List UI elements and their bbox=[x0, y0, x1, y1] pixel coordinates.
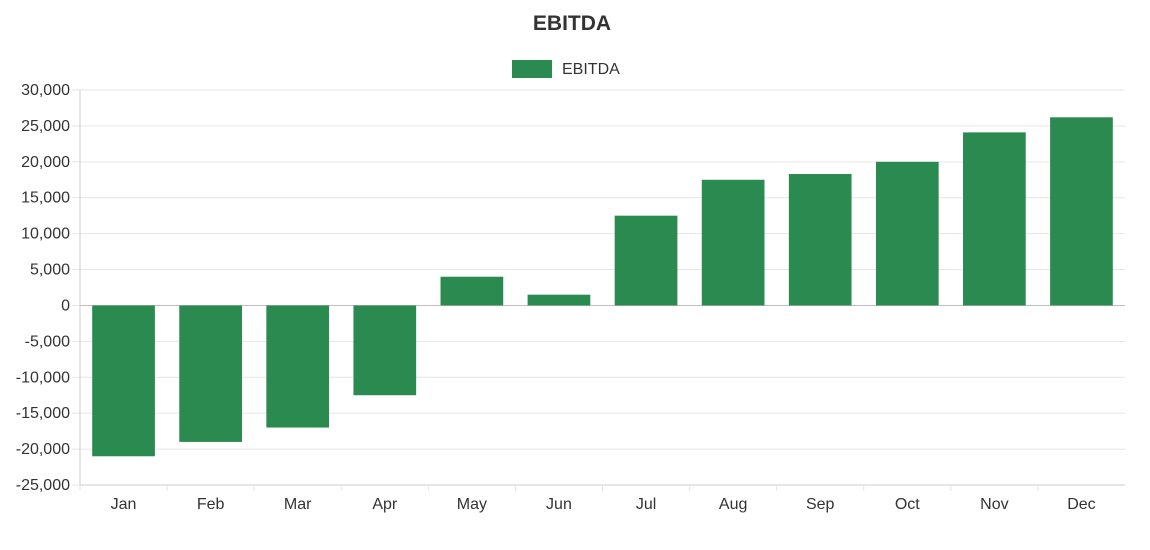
bar-sep[interactable] bbox=[788, 174, 852, 306]
x-tick-label: Sep bbox=[806, 496, 835, 513]
x-tick-label: Apr bbox=[372, 496, 398, 513]
y-tick-label: -10,000 bbox=[16, 369, 70, 386]
y-tick-label: -20,000 bbox=[16, 441, 70, 458]
x-tick-label: Jan bbox=[111, 496, 137, 513]
y-tick-label: -5,000 bbox=[25, 333, 70, 350]
x-axis-ticks: Jan Feb Mar Apr May Jun Jul Aug Sep Oct Nov Dec bbox=[79, 485, 1096, 513]
bar-jun[interactable] bbox=[527, 294, 591, 306]
x-tick-label: Jul bbox=[636, 496, 656, 513]
legend-swatch[interactable] bbox=[512, 60, 552, 78]
bar-aug[interactable] bbox=[701, 179, 765, 306]
bar-dec[interactable] bbox=[1050, 117, 1113, 306]
bars bbox=[92, 117, 1113, 457]
x-tick-label: Nov bbox=[980, 496, 1008, 513]
x-tick-label: Dec bbox=[1067, 496, 1095, 513]
x-tick-label: Oct bbox=[895, 496, 920, 513]
y-axis-ticks: 30,000 25,000 20,000 15,000 10,000 5,000 0 -5,0… bbox=[16, 82, 70, 494]
bar-oct[interactable] bbox=[875, 161, 939, 306]
bar-mar[interactable] bbox=[266, 305, 330, 428]
y-tick-label: -25,000 bbox=[16, 477, 70, 494]
y-tick-label: 0 bbox=[61, 297, 70, 314]
chart-title: EBITDA bbox=[533, 12, 611, 35]
bar-nov[interactable] bbox=[963, 132, 1026, 306]
y-tick-label: 25,000 bbox=[21, 118, 70, 135]
legend[interactable]: EBITDA bbox=[512, 60, 620, 78]
x-tick-label: May bbox=[457, 496, 487, 513]
y-tick-label: 15,000 bbox=[21, 190, 70, 207]
bar-jul[interactable] bbox=[614, 215, 678, 306]
x-tick-label: Feb bbox=[197, 496, 225, 513]
y-tick-label: 20,000 bbox=[21, 154, 70, 171]
y-tick-label: 10,000 bbox=[21, 226, 70, 243]
x-tick-label: Aug bbox=[719, 496, 747, 513]
y-tick-label: 30,000 bbox=[21, 82, 70, 99]
bar-jan[interactable] bbox=[92, 305, 155, 457]
y-tick-label: -15,000 bbox=[16, 405, 70, 422]
x-tick-label: Jun bbox=[546, 496, 572, 513]
legend-label[interactable]: EBITDA bbox=[562, 61, 620, 78]
bar-apr[interactable] bbox=[353, 305, 417, 396]
x-tick-label: Mar bbox=[284, 496, 312, 513]
y-tick-label: 5,000 bbox=[30, 262, 70, 279]
bar-feb[interactable] bbox=[179, 305, 242, 442]
bar-may[interactable] bbox=[440, 276, 504, 306]
